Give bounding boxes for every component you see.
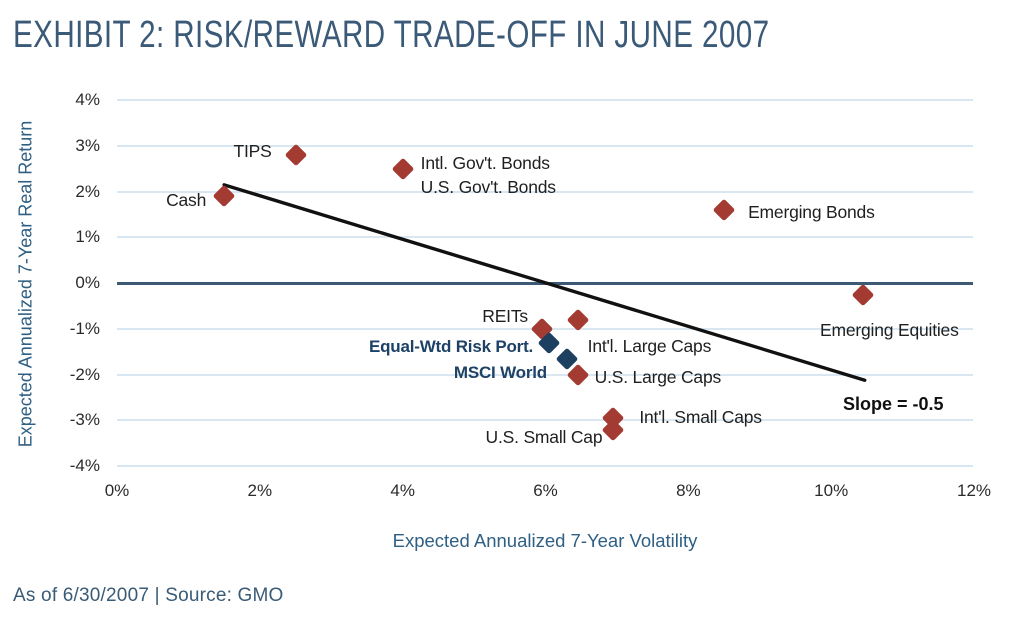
label-line: Intl. Gov't. Bonds	[420, 152, 550, 173]
label-line: TIPS	[233, 141, 272, 162]
gridline-4	[117, 465, 973, 468]
source-note: As of 6/30/2007 | Source: GMO	[13, 585, 284, 606]
y-tick-4: -4%	[69, 456, 100, 476]
x-tick-4: 4%	[390, 481, 415, 500]
label-emerging-equities: Emerging Equities	[820, 318, 959, 342]
y-tick-1: -1%	[69, 318, 100, 338]
x-axis-title: Expected Annualized 7-Year Volatility	[392, 530, 698, 551]
label-msci-world: MSCI World	[454, 361, 547, 385]
x-tick-8: 8%	[676, 481, 701, 500]
label-intl-gov-t-bonds: Intl. Gov't. Bonds U.S. Gov't. Bonds	[421, 151, 556, 199]
label-line: Equal-Wtd Risk Port.	[368, 336, 534, 356]
gridline-2	[117, 373, 973, 376]
label-int-l-large-caps: Int'l. Large Caps	[587, 334, 712, 358]
y-tick-4: 4%	[75, 90, 100, 110]
y-tick-2: 2%	[75, 181, 100, 201]
y-axis-title: Expected Annualized 7-Year Real Return	[15, 120, 36, 448]
gridline-3	[117, 419, 973, 422]
label-line: REITs	[482, 305, 528, 326]
label-line: Emerging Bonds	[748, 202, 875, 222]
label-reits: REITs	[482, 304, 528, 328]
label-int-l-small-caps: Int'l. Small Caps	[639, 405, 762, 429]
slope-annotation: Slope = -0.5	[843, 394, 944, 414]
label-line: Emerging Equities	[820, 319, 959, 340]
x-tick-0: 0%	[104, 481, 130, 500]
label-emerging-bonds: Emerging Bonds	[748, 200, 875, 224]
trend-line	[222, 183, 867, 382]
x-tick-2: 2%	[247, 481, 273, 500]
label-cash: Cash	[166, 188, 206, 212]
gridline-4	[117, 99, 973, 102]
y-tick-3: 3%	[75, 135, 100, 155]
label-tips: TIPS	[233, 139, 271, 163]
label-line: U.S. Small Cap	[485, 426, 603, 447]
label-line: MSCI World	[453, 362, 547, 382]
page-title: EXHIBIT 2: RISK/REWARD TRADE-OFF IN JUNE…	[13, 14, 770, 56]
gridline-3	[117, 144, 973, 147]
gridline-2	[117, 190, 973, 193]
label-line: Int'l. Small Caps	[639, 407, 762, 428]
label-u-s-small-cap: U.S. Small Cap	[486, 425, 603, 449]
label-line: Cash	[166, 190, 207, 211]
label-equal-wtd-risk-port: Equal-Wtd Risk Port.	[369, 335, 533, 359]
x-tick-10: 10%	[814, 481, 849, 500]
y-tick-3: -3%	[69, 410, 100, 430]
x-tick-6: 6%	[533, 481, 558, 500]
y-tick-2: -2%	[69, 364, 100, 384]
gridline-1	[117, 236, 973, 239]
y-tick-0: 0%	[75, 273, 100, 293]
label-line: U.S. Gov't. Bonds	[420, 176, 556, 197]
label-u-s-large-caps: U.S. Large Caps	[594, 365, 722, 389]
x-tick-12: 12%	[957, 481, 992, 500]
label-line: Int'l. Large Caps	[587, 335, 712, 356]
y-tick-1: 1%	[75, 227, 100, 247]
label-line: U.S. Large Caps	[594, 366, 722, 387]
